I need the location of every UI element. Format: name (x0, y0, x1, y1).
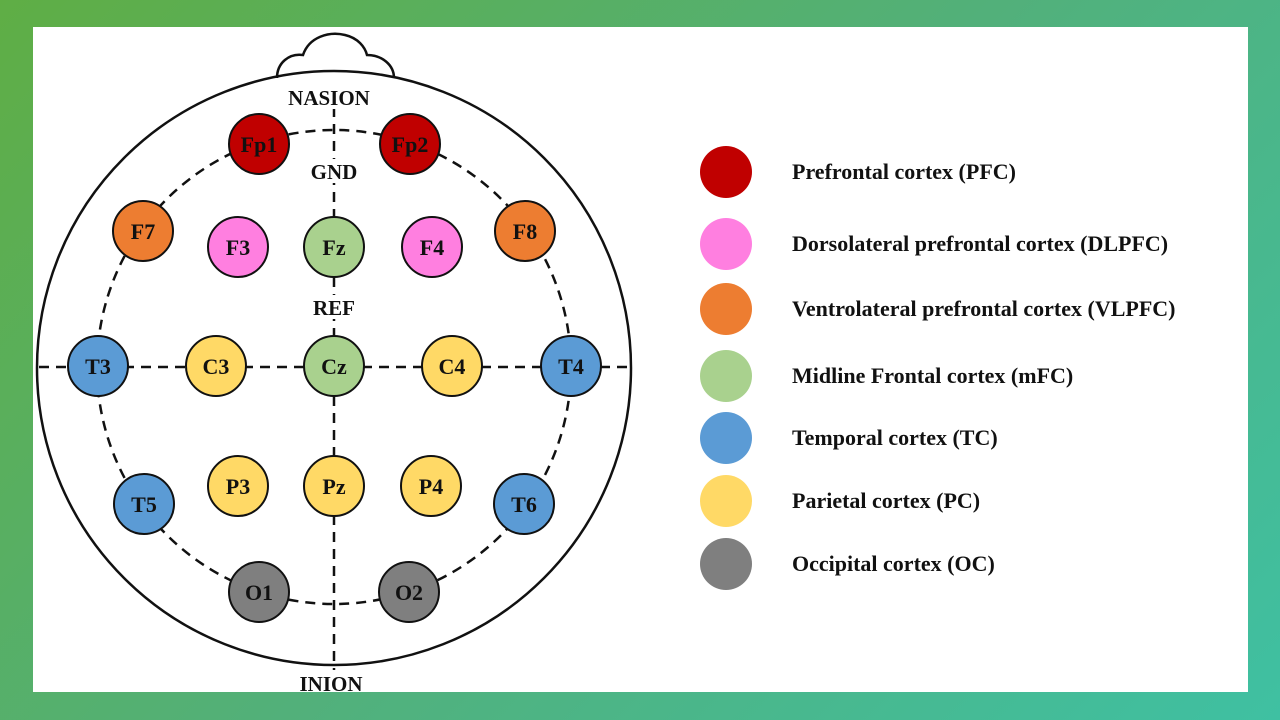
electrode-o1: O1 (228, 561, 290, 623)
electrode-fp1-marker (228, 113, 290, 175)
electrode-t6-label: T6 (511, 492, 537, 517)
electrode-fz-marker (303, 216, 365, 278)
legend-item-pc: Parietal cortex (PC) (700, 475, 980, 527)
electrode-fp2: Fp2 (379, 113, 441, 175)
electrode-pz-marker (303, 455, 365, 517)
legend-swatch-vlpfc (700, 283, 752, 335)
legend-label-pfc: Prefrontal cortex (PFC) (792, 159, 1016, 184)
electrode-o1-marker (228, 561, 290, 623)
electrode-t4: T4 (540, 335, 602, 397)
electrode-t5-label: T5 (131, 492, 157, 517)
electrode-c3: C3 (185, 335, 247, 397)
electrode-fp2-marker (379, 113, 441, 175)
electrode-f4-marker (401, 216, 463, 278)
legend-swatch-oc (700, 538, 752, 590)
electrode-fp2-label: Fp2 (392, 132, 429, 157)
nose-outline (275, 32, 396, 79)
legend-item-tc: Temporal cortex (TC) (700, 412, 998, 464)
electrode-pz-label: Pz (322, 474, 345, 499)
legend-label-pc: Parietal cortex (PC) (792, 488, 981, 513)
electrode-fp1: Fp1 (228, 113, 290, 175)
electrode-cz-label: Cz (321, 354, 347, 379)
legend-item-mfc: Midline Frontal cortex (mFC) (700, 350, 1073, 402)
eeg-electrode-diagram: NASION GND REF INION Fp1 Fp2 F7 F3 Fz F4 F8 T3 C… (35, 32, 633, 692)
electrode-f4: F4 (401, 216, 463, 278)
electrode-p3-label: P3 (226, 474, 250, 499)
electrode-c3-label: C3 (203, 354, 230, 379)
nasion-label: NASION (288, 86, 370, 110)
legend-swatch-tc (700, 412, 752, 464)
electrode-t6-marker (493, 473, 555, 535)
electrode-f3-marker (207, 216, 269, 278)
electrode-o2: O2 (378, 561, 440, 623)
electrode-f8-marker (494, 200, 556, 262)
legend-swatch-mfc (700, 350, 752, 402)
electrode-t5-marker (113, 473, 175, 535)
electrode-p4-label: P4 (419, 474, 443, 499)
electrode-f3-label: F3 (226, 235, 250, 260)
legend-swatch-pfc (700, 146, 752, 198)
electrode-f7-label: F7 (131, 219, 155, 244)
electrode-pz: Pz (303, 455, 365, 517)
electrode-o2-marker (378, 561, 440, 623)
inion-label: INION (299, 672, 362, 692)
legend-swatch-dlpfc (700, 218, 752, 270)
electrode-f7: F7 (112, 200, 174, 262)
electrode-p4-marker (400, 455, 462, 517)
electrode-t3: T3 (67, 335, 129, 397)
electrode-f3: F3 (207, 216, 269, 278)
electrode-fz: Fz (303, 216, 365, 278)
electrode-c4-label: C4 (439, 354, 466, 379)
ref-label: REF (313, 296, 355, 320)
electrode-c4-marker (421, 335, 483, 397)
electrode-t3-marker (67, 335, 129, 397)
electrode-fz-label: Fz (322, 235, 345, 260)
electrode-f7-marker (112, 200, 174, 262)
legend-label-tc: Temporal cortex (TC) (792, 425, 998, 450)
electrode-cz: Cz (303, 335, 365, 397)
electrode-t6: T6 (493, 473, 555, 535)
electrode-t4-label: T4 (558, 354, 584, 379)
legend-item-oc: Occipital cortex (OC) (700, 538, 995, 590)
legend-item-vlpfc: Ventrolateral prefrontal cortex (VLPFC) (700, 283, 1175, 335)
electrode-p4: P4 (400, 455, 462, 517)
electrode-cz-marker (303, 335, 365, 397)
legend-item-pfc: Prefrontal cortex (PFC) (700, 146, 1016, 198)
legend-label-dlpfc: Dorsolateral prefrontal cortex (DLPFC) (792, 231, 1169, 256)
legend-item-dlpfc: Dorsolateral prefrontal cortex (DLPFC) (700, 218, 1168, 270)
electrode-o1-label: O1 (245, 580, 273, 605)
electrode-p3-marker (207, 455, 269, 517)
electrode-group: Fp1 Fp2 F7 F3 Fz F4 F8 T3 C3 Cz C4 T4 T5 P3 Pz P4 T6 O1 O2 (67, 113, 602, 623)
electrode-f8: F8 (494, 200, 556, 262)
head-outline (35, 69, 633, 667)
legend-swatch-pc (700, 475, 752, 527)
electrode-fp1-label: Fp1 (241, 132, 278, 157)
electrode-o2-label: O2 (395, 580, 423, 605)
electrode-t4-marker (540, 335, 602, 397)
electrode-c4: C4 (421, 335, 483, 397)
legend-label-vlpfc: Ventrolateral prefrontal cortex (VLPFC) (792, 296, 1176, 321)
legend-label-oc: Occipital cortex (OC) (792, 551, 995, 576)
figure-panel: NASION GND REF INION Fp1 Fp2 F7 F3 Fz F4 F8 T3 C… (33, 27, 1248, 692)
electrode-t5: T5 (113, 473, 175, 535)
electrode-t3-label: T3 (85, 354, 111, 379)
electrode-f4-label: F4 (420, 235, 444, 260)
electrode-c3-marker (185, 335, 247, 397)
legend-label-mfc: Midline Frontal cortex (mFC) (792, 363, 1074, 388)
electrode-f8-label: F8 (513, 219, 537, 244)
gnd-label: GND (311, 160, 358, 184)
electrode-p3: P3 (207, 455, 269, 517)
